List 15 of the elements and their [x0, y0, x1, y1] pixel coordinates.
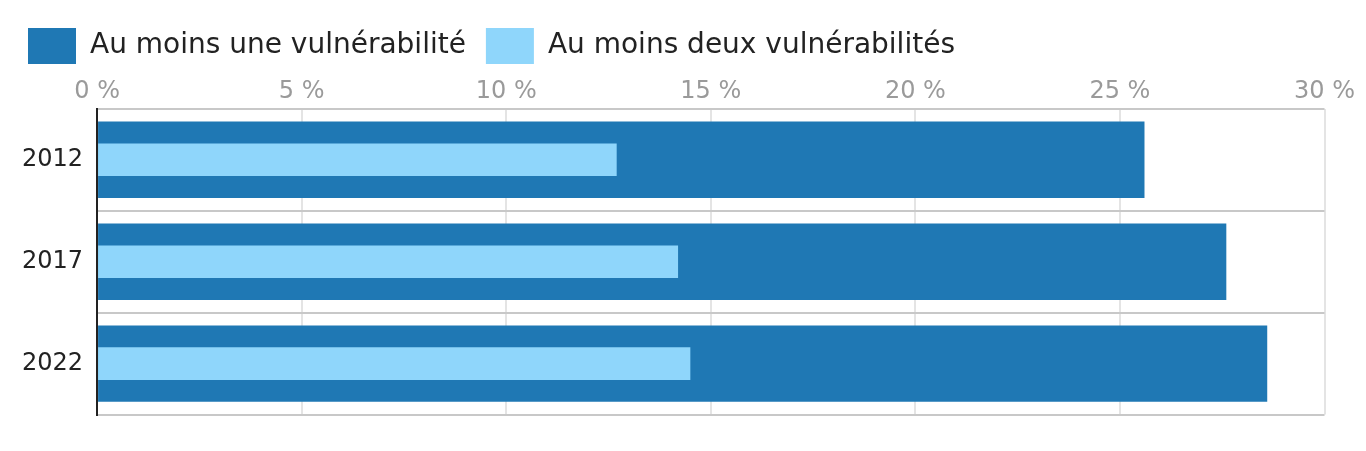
x-tick-label: 5 %: [278, 75, 325, 104]
x-tick-label: 30 %: [1294, 75, 1356, 104]
bar: [98, 245, 679, 279]
x-tick-label: 20 %: [884, 75, 946, 104]
x-tick-label: 0 %: [74, 75, 120, 104]
y-tick-label: 2012: [22, 144, 84, 172]
x-tick-label: 15 %: [680, 75, 742, 104]
x-tick-label: 10 %: [475, 75, 537, 104]
x-tick-label: 25 %: [1089, 75, 1151, 104]
bar: [98, 143, 617, 177]
legend-label: Au moins deux vulnérabilités: [547, 27, 955, 61]
y-tick-label: 2017: [22, 245, 84, 274]
legend-label: Au moins une vulnérabilité: [90, 27, 466, 61]
bar: [98, 347, 691, 380]
y-tick-label: 2022: [22, 347, 84, 376]
